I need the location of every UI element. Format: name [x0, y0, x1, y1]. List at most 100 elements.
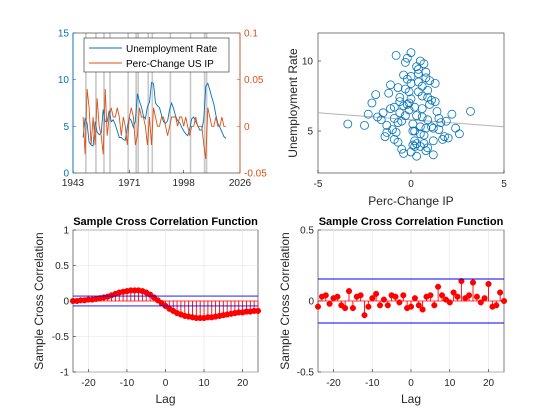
stem-marker: [466, 292, 473, 299]
scatter-point: [413, 65, 423, 74]
y-tick-label: 0.5: [300, 226, 314, 237]
x-axis-label: Lag: [155, 392, 175, 406]
x-tick-label: -20: [326, 378, 341, 389]
stem-marker: [481, 295, 488, 302]
stem-marker: [450, 289, 457, 296]
panel-title: Sample Cross Correlation Function: [73, 216, 258, 228]
scatter-point: [393, 137, 403, 147]
y-tick-label: 0: [63, 297, 69, 308]
stem-marker: [342, 305, 349, 312]
y-tick-label: -1: [60, 368, 69, 379]
scatter-point: [447, 109, 457, 119]
recession-band: [151, 33, 154, 173]
scatter-point: [397, 144, 407, 154]
scatter-point: [440, 132, 449, 142]
recession-band: [169, 33, 172, 173]
scatter-point: [438, 134, 448, 144]
stem-marker: [493, 302, 500, 309]
scatter-point: [415, 129, 425, 139]
legend: Unemployment Rate Perc-Change US IP: [83, 37, 230, 73]
scatter-point: [387, 125, 397, 135]
scatter-point: [423, 93, 433, 102]
stem-marker: [446, 299, 453, 306]
series-line-ip-change: [82, 88, 226, 160]
scatter-point: [404, 98, 414, 108]
stem-marker: [392, 293, 399, 300]
stem-marker: [365, 303, 372, 310]
stem-marker: [427, 292, 434, 299]
scatter-point: [378, 108, 388, 118]
scatter-point: [386, 80, 395, 90]
stem-marker: [458, 278, 465, 285]
x-axis-label: Perc-Change IP: [368, 194, 453, 208]
stem-marker: [384, 302, 391, 309]
stem-marker: [500, 297, 508, 305]
scatter-point: [389, 102, 399, 112]
scatter-point: [343, 119, 353, 129]
scatter-point: [371, 90, 381, 99]
y-axis-label: Sample Cross Correlation: [278, 232, 292, 369]
scatter-point: [412, 139, 422, 149]
y-axis-label: Unemployment Rate: [286, 48, 300, 158]
y-axis-label: Sample Cross Correlation: [32, 232, 46, 369]
stem-marker: [415, 302, 422, 309]
stem-marker: [473, 293, 480, 300]
scatter-point: [399, 101, 409, 111]
x-tick-label: -10: [365, 378, 380, 389]
stem-marker: [477, 299, 484, 306]
y-tick-label: 0: [308, 297, 314, 308]
scatter-point: [400, 84, 410, 94]
recession-band: [103, 33, 105, 173]
scatter-point: [382, 121, 392, 130]
scatter-point: [404, 105, 414, 115]
stem-marker: [380, 296, 387, 303]
stem-marker: [431, 302, 438, 309]
stem-marker: [357, 292, 364, 299]
stem-marker: [376, 302, 384, 309]
stem-marker: [314, 303, 322, 310]
x-tick-label: 1971: [118, 178, 141, 189]
scatter-point: [423, 115, 433, 125]
recession-band: [205, 33, 208, 173]
scatter-point: [466, 107, 475, 116]
scatter-point: [413, 87, 423, 97]
x-tick-label: -20: [81, 378, 96, 389]
scatter-point: [443, 133, 453, 143]
stem-marker: [396, 299, 403, 306]
stem-marker: [254, 307, 262, 314]
scatter-point: [380, 132, 390, 142]
recession-band: [127, 33, 129, 173]
scatter-point: [367, 98, 377, 108]
y-left-tick-label: 5: [63, 122, 69, 133]
x-tick-label: 1943: [62, 178, 85, 189]
scatter-point: [360, 121, 369, 130]
scatter-point: [412, 111, 422, 120]
scatter-point: [432, 107, 442, 116]
y-right-tick-label: 0.1: [244, 29, 258, 40]
scatter-point: [413, 77, 423, 87]
stem-marker: [419, 306, 426, 313]
scatter-point: [408, 126, 418, 136]
legend-entry: Unemployment Rate: [126, 44, 218, 55]
x-tick-label: 20: [237, 378, 249, 389]
stem-marker: [469, 279, 477, 286]
recession-band: [95, 33, 97, 173]
scatter-point: [436, 118, 446, 127]
scatter-point: [427, 122, 436, 132]
scatter-point: [376, 115, 386, 125]
x-tick-label: 0: [408, 378, 414, 389]
x-tick-label: 1998: [173, 178, 196, 189]
y-tick-label: -0.5: [52, 332, 70, 343]
recession-band: [137, 33, 139, 173]
scatter-point: [406, 147, 416, 157]
scatter-point: [395, 93, 405, 102]
scatter-point: [423, 86, 433, 95]
stem-marker: [334, 293, 341, 300]
scatter-point: [434, 114, 444, 123]
timeseries-panel: 1943 1971 1998 2026 0 5 10 15 -0.05 0 0.05 0.1 Unemp…: [58, 29, 267, 190]
scatter-point: [441, 116, 451, 126]
scatter-point: [419, 130, 429, 140]
panel-title: Sample Cross Correlation Function: [319, 216, 504, 228]
x-tick-label: 20: [483, 378, 495, 389]
